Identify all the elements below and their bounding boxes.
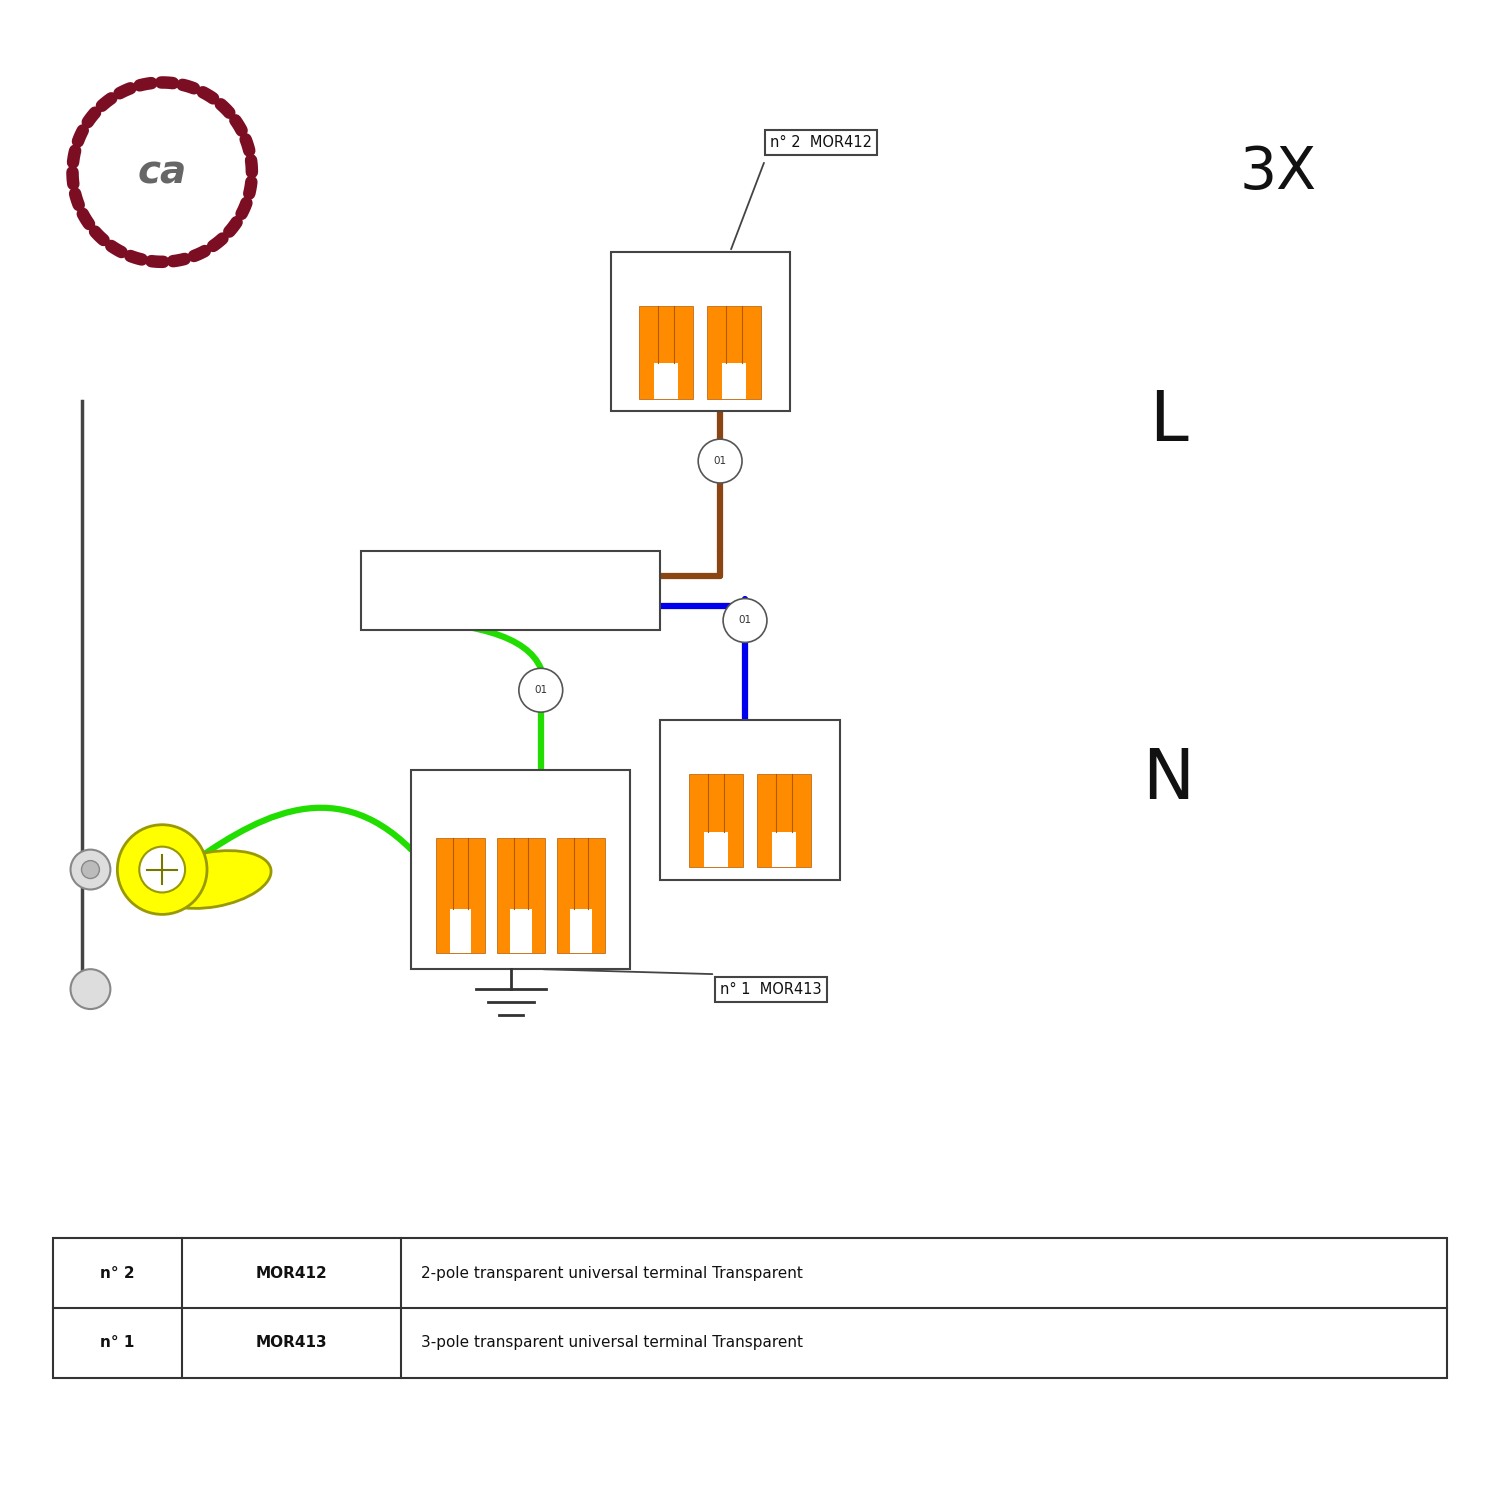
- Text: 01: 01: [738, 615, 752, 626]
- Circle shape: [70, 849, 111, 889]
- Text: n° 1: n° 1: [100, 1335, 135, 1350]
- Bar: [411, 770, 630, 969]
- Circle shape: [140, 846, 184, 892]
- Bar: [53, 1238, 1448, 1377]
- Text: 01: 01: [714, 456, 726, 466]
- Text: n° 2  MOR412: n° 2 MOR412: [770, 135, 871, 150]
- Circle shape: [519, 669, 562, 712]
- Text: ca: ca: [138, 153, 188, 190]
- Ellipse shape: [153, 850, 272, 909]
- Text: N: N: [1143, 747, 1194, 813]
- Text: 3-pole transparent universal terminal Transparent: 3-pole transparent universal terminal Tr…: [422, 1335, 802, 1350]
- Circle shape: [70, 969, 111, 1010]
- Bar: [639, 306, 693, 399]
- Text: 01: 01: [534, 686, 548, 694]
- Bar: [362, 550, 660, 630]
- Bar: [688, 774, 742, 867]
- Bar: [570, 909, 592, 952]
- Bar: [704, 831, 728, 867]
- Circle shape: [117, 825, 207, 915]
- Bar: [758, 774, 812, 867]
- Text: 2-pole transparent universal terminal Transparent: 2-pole transparent universal terminal Tr…: [422, 1266, 802, 1281]
- Circle shape: [698, 440, 742, 483]
- Circle shape: [723, 598, 766, 642]
- Bar: [496, 837, 544, 952]
- Text: 3X: 3X: [1239, 144, 1317, 201]
- Bar: [450, 909, 471, 952]
- Bar: [610, 252, 791, 411]
- Bar: [772, 831, 796, 867]
- Bar: [556, 837, 604, 952]
- Text: n° 1  MOR413: n° 1 MOR413: [720, 981, 822, 996]
- Text: MOR413: MOR413: [256, 1335, 327, 1350]
- Bar: [722, 363, 747, 399]
- Text: n° 2: n° 2: [100, 1266, 135, 1281]
- Circle shape: [81, 861, 99, 879]
- Text: L: L: [1149, 387, 1188, 454]
- Bar: [436, 837, 484, 952]
- Text: MOR412: MOR412: [256, 1266, 327, 1281]
- Bar: [708, 306, 760, 399]
- Bar: [654, 363, 678, 399]
- Bar: [660, 720, 840, 879]
- Bar: [510, 909, 531, 952]
